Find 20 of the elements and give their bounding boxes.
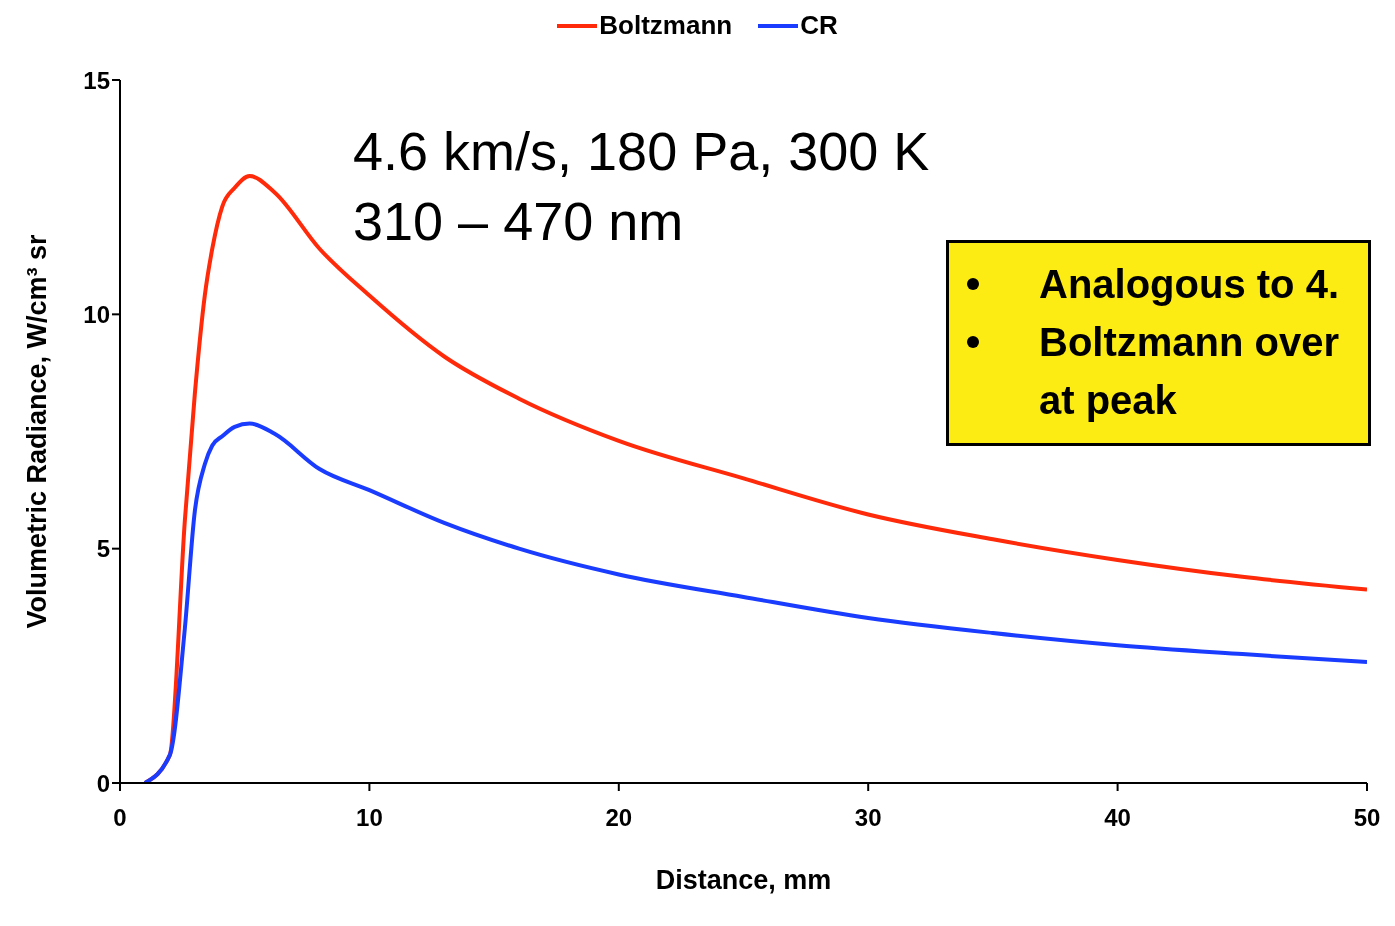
annotation: 4.6 km/s, 180 Pa, 300 K (353, 120, 930, 183)
note-box: Analogous to 4. Boltzmann over at peak (946, 240, 1371, 446)
y-tick-label: 10 (83, 300, 110, 328)
annotation: Boltzmann over at peak (1039, 319, 1341, 424)
x-tick-label: 20 (605, 804, 633, 832)
y-tick-label: 5 (96, 535, 110, 563)
y-axis-title: Volumetric Radiance, W/cm³ sr (21, 233, 52, 629)
x-axis-title: Distance, mm (655, 865, 832, 895)
x-tick-label: 50 (1353, 804, 1381, 832)
x-tick-label: 30 (854, 804, 882, 832)
y-tick-label: 15 (83, 66, 110, 94)
annotation: Analogous to 4. (1039, 261, 1339, 308)
annotation: 310 – 470 nm (353, 190, 685, 253)
y-tick-label: 0 (96, 769, 110, 797)
x-tick-label: 40 (1104, 804, 1131, 832)
x-tick-label: 0 (113, 804, 127, 832)
legend-label: Boltzmann (598, 10, 733, 41)
line-series (142, 421, 1367, 783)
legend-label: CR (799, 10, 838, 41)
x-tick-label: 10 (356, 804, 383, 832)
